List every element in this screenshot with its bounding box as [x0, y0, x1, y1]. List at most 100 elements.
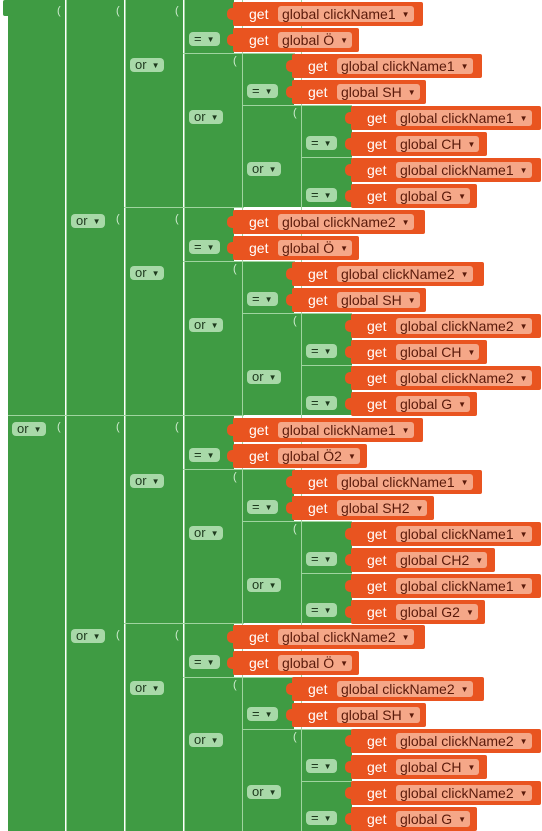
equals-operator-dropdown[interactable]: = ▼ [189, 448, 220, 462]
equals-operator-dropdown[interactable]: = ▼ [247, 707, 278, 721]
equals-operator-dropdown[interactable]: = ▼ [189, 32, 220, 46]
variable-dropdown[interactable]: global Ö ▼ [278, 32, 353, 48]
equals-operator-dropdown[interactable]: = ▼ [306, 344, 337, 358]
get-variable-block[interactable]: get global CH ▼ [345, 755, 487, 779]
get-variable-block[interactable]: get global G ▼ [345, 392, 477, 416]
equals-operator-dropdown[interactable]: = ▼ [247, 500, 278, 514]
or-operator-dropdown[interactable]: or ▼ [71, 629, 106, 643]
variable-dropdown[interactable]: global clickName1 ▼ [337, 58, 473, 74]
equals-operator-dropdown[interactable]: = ▼ [306, 603, 337, 617]
variable-dropdown[interactable]: global clickName2 ▼ [396, 318, 532, 334]
or-operator-dropdown[interactable]: or ▼ [189, 318, 224, 332]
dropdown-arrow-icon: ▼ [206, 658, 215, 667]
or-operator-dropdown[interactable]: or ▼ [130, 681, 165, 695]
get-variable-block[interactable]: get global clickName1 ▼ [286, 470, 482, 494]
get-variable-block[interactable]: get global G ▼ [345, 184, 477, 208]
variable-dropdown[interactable]: global Ö2 ▼ [278, 448, 360, 464]
equals-operator-dropdown[interactable]: = ▼ [306, 552, 337, 566]
equals-operator-dropdown-label: = [252, 706, 260, 721]
get-variable-block[interactable]: get global clickName1 ▼ [345, 522, 541, 546]
variable-dropdown[interactable]: global CH ▼ [396, 136, 480, 152]
or-operator-dropdown[interactable]: or ▼ [247, 578, 282, 592]
or-operator-dropdown[interactable]: or ▼ [247, 785, 282, 799]
variable-dropdown[interactable]: global CH ▼ [396, 344, 480, 360]
variable-dropdown[interactable]: global clickName1 ▼ [396, 162, 532, 178]
or-operator-dropdown[interactable]: or ▼ [189, 526, 224, 540]
variable-dropdown[interactable]: global clickName1 ▼ [278, 6, 414, 22]
variable-dropdown[interactable]: global G ▼ [396, 811, 471, 827]
get-variable-block[interactable]: get global Ö ▼ [227, 651, 359, 675]
get-variable-block[interactable]: get global CH ▼ [345, 340, 487, 364]
equals-operator-dropdown[interactable]: = ▼ [189, 240, 220, 254]
variable-dropdown[interactable]: global clickName2 ▼ [337, 266, 473, 282]
get-variable-block[interactable]: get global CH2 ▼ [345, 548, 495, 572]
or-operator-dropdown[interactable]: or ▼ [12, 422, 47, 436]
variable-dropdown[interactable]: global clickName2 ▼ [278, 629, 414, 645]
variable-dropdown[interactable]: global clickName2 ▼ [396, 785, 532, 801]
variable-dropdown[interactable]: global clickName1 ▼ [396, 526, 532, 542]
get-variable-block[interactable]: get global clickName2 ▼ [345, 366, 541, 390]
variable-dropdown[interactable]: global clickName2 ▼ [396, 370, 532, 386]
variable-dropdown[interactable]: global clickName1 ▼ [396, 578, 532, 594]
get-variable-block[interactable]: get global Ö2 ▼ [227, 444, 367, 468]
variable-dropdown[interactable]: global clickName2 ▼ [337, 681, 473, 697]
equals-operator-dropdown-label: = [311, 758, 319, 773]
equals-operator-dropdown[interactable]: = ▼ [306, 811, 337, 825]
variable-dropdown[interactable]: global SH ▼ [337, 84, 420, 100]
block-plug [286, 86, 294, 98]
variable-dropdown[interactable]: global CH ▼ [396, 759, 480, 775]
or-operator-dropdown[interactable]: or ▼ [189, 733, 224, 747]
get-variable-block[interactable]: get global clickName1 ▼ [286, 54, 482, 78]
get-variable-block[interactable]: get global Ö ▼ [227, 28, 359, 52]
equals-operator-dropdown[interactable]: = ▼ [189, 655, 220, 669]
get-variable-block[interactable]: get global clickName1 ▼ [345, 106, 541, 130]
get-variable-block[interactable]: get global clickName2 ▼ [286, 262, 484, 286]
variable-dropdown[interactable]: global G ▼ [396, 396, 471, 412]
get-variable-block[interactable]: get global clickName1 ▼ [345, 574, 541, 598]
get-variable-block[interactable]: get global clickName1 ▼ [227, 418, 423, 442]
variable-dropdown[interactable]: global G ▼ [396, 188, 471, 204]
get-variable-block[interactable]: get global clickName2 ▼ [345, 781, 541, 805]
variable-dropdown[interactable]: global Ö ▼ [278, 655, 353, 671]
variable-dropdown[interactable]: global SH2 ▼ [337, 500, 428, 516]
variable-dropdown[interactable]: global SH ▼ [337, 292, 420, 308]
variable-dropdown[interactable]: global SH ▼ [337, 707, 420, 723]
or-operator-dropdown[interactable]: or ▼ [130, 266, 165, 280]
equals-operator-dropdown[interactable]: = ▼ [306, 396, 337, 410]
equals-operator-dropdown[interactable]: = ▼ [247, 84, 278, 98]
variable-dropdown[interactable]: global G2 ▼ [396, 604, 478, 620]
variable-dropdown[interactable]: global clickName1 ▼ [396, 110, 532, 126]
equals-operator-dropdown[interactable]: = ▼ [306, 759, 337, 773]
variable-dropdown[interactable]: global clickName1 ▼ [278, 422, 414, 438]
equals-operator-dropdown[interactable]: = ▼ [306, 136, 337, 150]
get-variable-block[interactable]: get global clickName2 ▼ [345, 314, 541, 338]
or-operator-dropdown[interactable]: or ▼ [247, 370, 282, 384]
equals-operator-dropdown[interactable]: = ▼ [306, 188, 337, 202]
get-variable-block[interactable]: get global clickName1 ▼ [227, 2, 423, 26]
get-variable-block[interactable]: get global G2 ▼ [345, 600, 485, 624]
variable-dropdown[interactable]: global Ö ▼ [278, 240, 353, 256]
get-variable-block[interactable]: get global clickName2 ▼ [345, 729, 541, 753]
variable-dropdown[interactable]: global clickName1 ▼ [337, 474, 473, 490]
get-variable-block[interactable]: get global SH ▼ [286, 80, 426, 104]
variable-dropdown[interactable]: global clickName2 ▼ [278, 214, 414, 230]
get-variable-block[interactable]: get global clickName1 ▼ [345, 158, 541, 182]
get-variable-block[interactable]: get global clickName2 ▼ [286, 677, 484, 701]
get-variable-block[interactable]: get global SH ▼ [286, 703, 426, 727]
get-variable-block[interactable]: get global CH ▼ [345, 132, 487, 156]
or-operator-dropdown[interactable]: or ▼ [130, 474, 165, 488]
get-variable-block[interactable]: get global SH2 ▼ [286, 496, 434, 520]
equals-operator-dropdown[interactable]: = ▼ [247, 292, 278, 306]
or-operator-dropdown[interactable]: or ▼ [247, 162, 282, 176]
get-variable-block[interactable]: get global G ▼ [345, 807, 477, 831]
variable-dropdown[interactable]: global clickName2 ▼ [396, 733, 532, 749]
or-operator-dropdown[interactable]: or ▼ [71, 214, 106, 228]
or-operator-dropdown[interactable]: or ▼ [130, 58, 165, 72]
variable-dropdown[interactable]: global CH2 ▼ [396, 552, 488, 568]
or-operator-dropdown[interactable]: or ▼ [189, 110, 224, 124]
get-variable-block[interactable]: get global Ö ▼ [227, 236, 359, 260]
get-variable-block[interactable]: get global SH ▼ [286, 288, 426, 312]
get-variable-block[interactable]: get global clickName2 ▼ [227, 625, 425, 649]
get-variable-block[interactable]: get global clickName2 ▼ [227, 210, 425, 234]
dropdown-arrow-icon: ▼ [323, 191, 332, 200]
